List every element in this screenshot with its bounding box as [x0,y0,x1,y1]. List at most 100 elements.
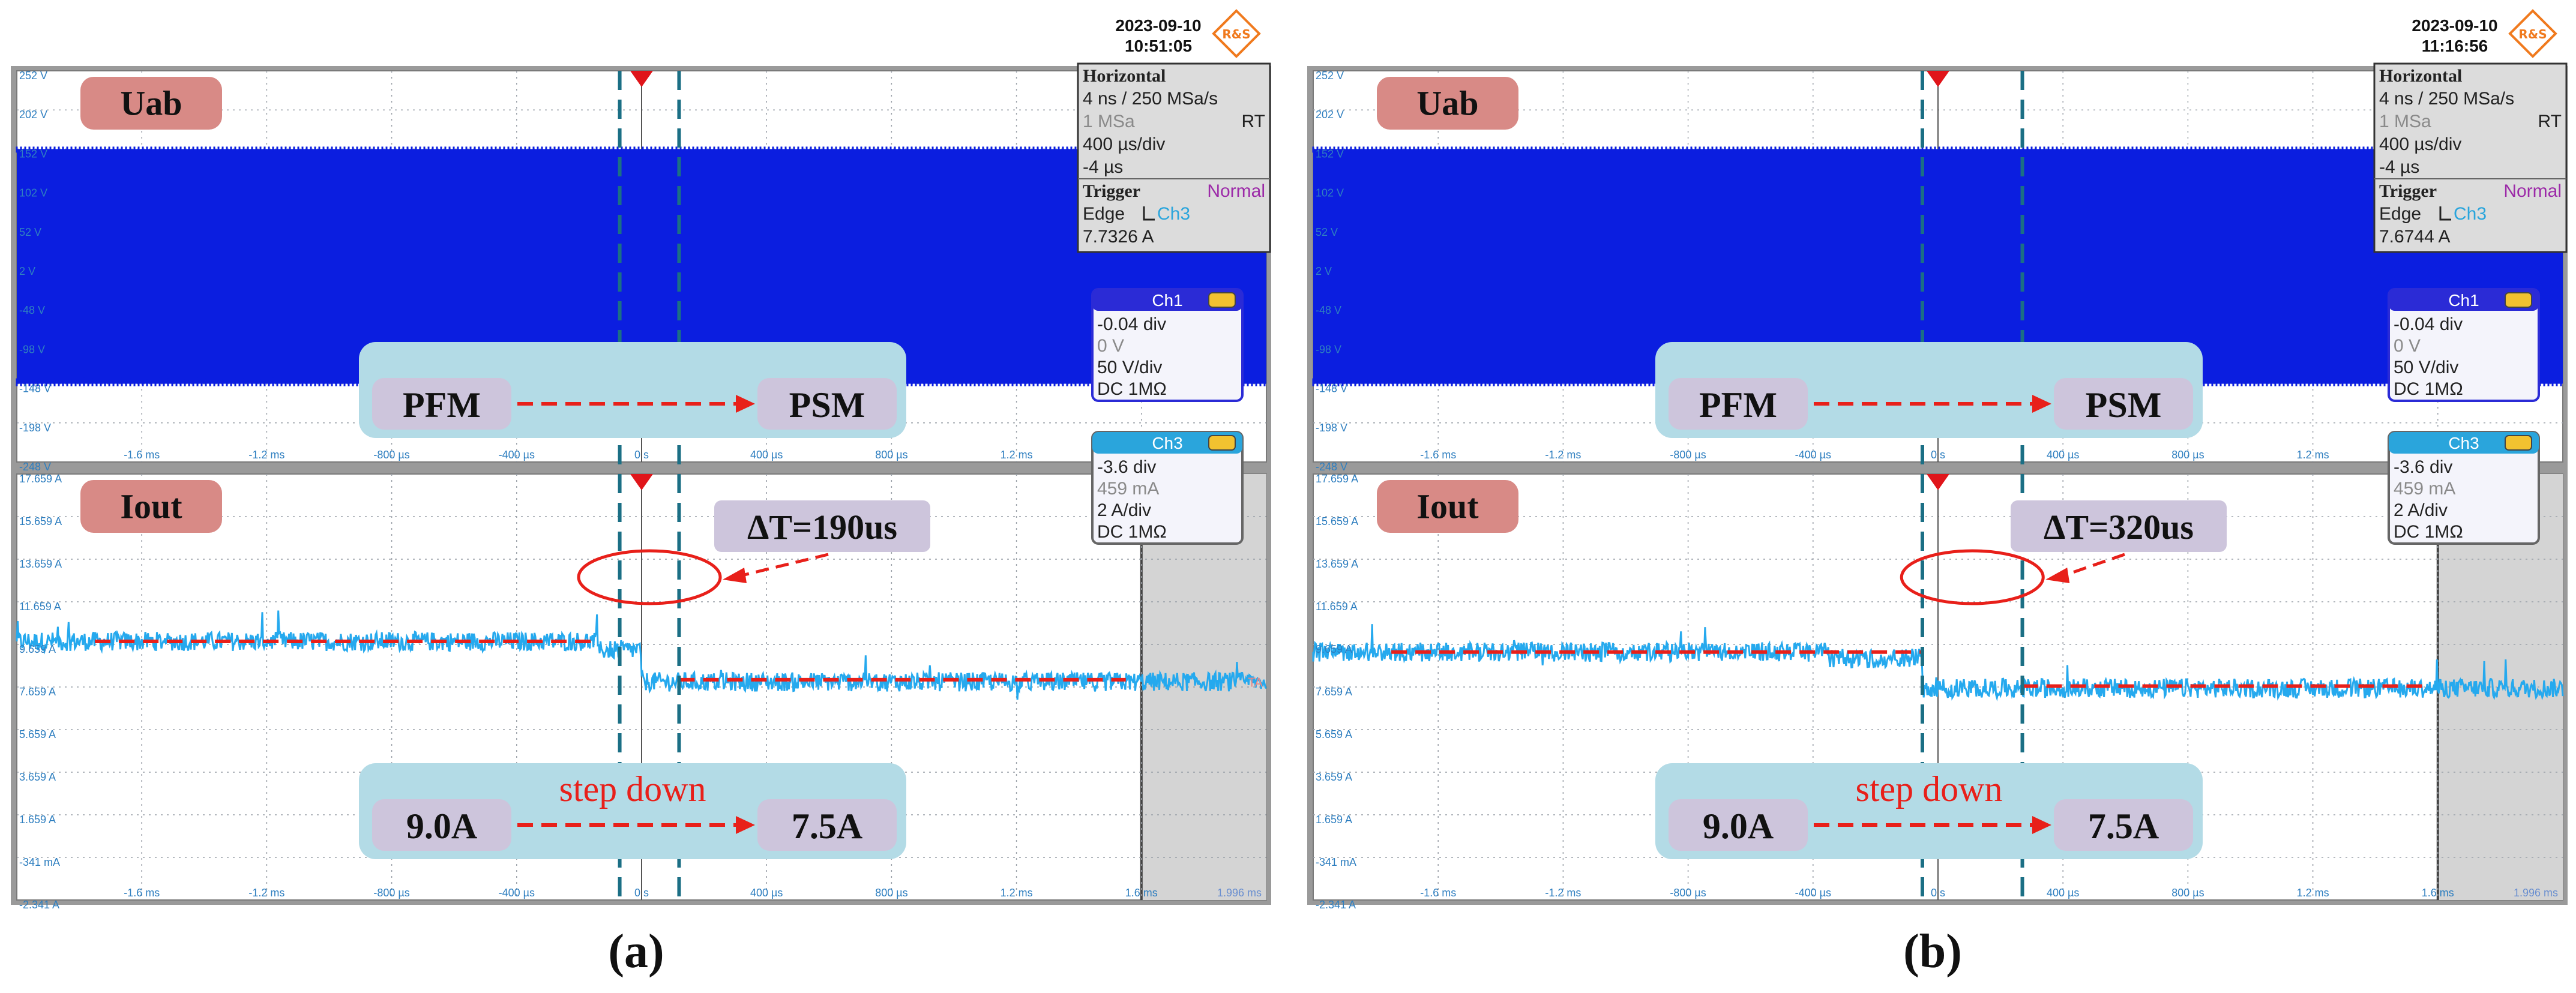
y-tick-label-top: 152 V [1316,148,1344,160]
ch1-info-title: Ch1 [2448,291,2479,310]
x-tick-label-top: -800 µs [373,449,409,461]
iout-label: Iout [1416,487,1479,526]
rs-logo-text: R&S [1222,27,1250,41]
y-tick-label-top: -148 V [1316,383,1347,395]
step-transition-arrowhead [2032,816,2051,834]
y-tick-label-bottom: 13.659 A [1316,558,1358,570]
delta-t-label: ΔT=320us [2044,508,2194,547]
step-transition-arrowhead [736,816,755,834]
x-tick-label-bottom: -1.2 ms [1545,887,1581,899]
y-tick-label-top: 152 V [19,148,47,160]
delta-t-arrowhead [723,568,747,583]
step-transition-to-box [757,799,897,851]
y-tick-label-bottom: 17.659 A [19,473,62,485]
x-tick-label-bottom: 0 s [634,887,649,899]
trigger-edge: Edge [2379,204,2421,224]
mode-transition-to: PSM [789,385,865,425]
trigger-title: Trigger [1083,181,1140,201]
y-tick-label-top: -248 V [19,461,51,473]
step-transition-to-box [2054,799,2193,851]
trigger-level: 7.6744 A [2379,227,2450,247]
horizontal-timebase: 400 µs/div [1083,134,1165,154]
y-tick-label-bottom: -2.341 A [19,899,59,911]
horizontal-position: -4 µs [2379,157,2419,177]
mode-transition-to-box [757,378,897,430]
y-tick-label-top: 52 V [19,226,41,238]
ch1-info-offset: -0.04 div [1097,314,1166,334]
x-tick-label-top: 0 s [634,449,649,461]
y-tick-label-top: 52 V [1316,226,1338,238]
x-tick-end-label: 1.996 ms [2514,887,2558,899]
x-tick-label-bottom: -1.2 ms [248,887,284,899]
mode-transition-from-box [372,378,511,430]
x-tick-label-top: 400 µs [2047,449,2079,461]
y-tick-label-top: 202 V [19,109,47,121]
delta-t-arrow [739,553,829,578]
ch1-info-badge-icon [2505,292,2532,308]
trigger-channel: Ch3 [2454,204,2487,224]
mode-transition-arrowhead [2032,395,2051,413]
ch1-info-header [2389,289,2539,311]
y-tick-label-top: -48 V [19,304,45,316]
ch3-info-scale: 2 A/div [2394,500,2448,520]
panel-caption: (b) [1903,925,1962,978]
trigger-marker-top [1927,71,1949,87]
x-tick-label-bottom: 0 s [1931,887,1945,899]
trigger-channel: Ch3 [1157,204,1190,224]
uab-label-box [1377,77,1518,130]
delta-t-ellipse [577,549,722,605]
y-tick-label-bottom: -341 mA [19,856,60,868]
scope-panel-a: 252 V 202 V 152 V 102 V 52 V 2 V -48 V -98 V -14… [0,0,1272,993]
y-tick-label-top: -48 V [1316,304,1341,316]
x-tick-label-top: -1.6 ms [1420,449,1456,461]
delta-t-arrowhead [2045,568,2070,583]
horizontal-info-box[interactable] [2373,62,2568,253]
x-tick-label-bottom: 1.2 ms [2297,887,2329,899]
y-tick-label-bottom: -341 mA [1316,856,1356,868]
horizontal-resolution: 4 ns / 250 MSa/s [2379,89,2514,109]
timestamp-time: 11:16:56 [2422,37,2488,55]
x-tick-label-bottom: -1.6 ms [124,887,160,899]
iout-label-box [80,480,222,533]
ch3-info-position: 459 mA [1097,479,1159,499]
x-tick-label-bottom: -1.6 ms [1420,887,1456,899]
trigger-title: Trigger [2379,181,2437,201]
ch3-info-offset: -3.6 div [1097,457,1156,477]
horizontal-resolution: 4 ns / 250 MSa/s [1083,89,1218,109]
delta-t-box [714,500,930,552]
y-tick-label-bottom: 9.659 A [1316,643,1352,655]
ch3-info-badge-icon [2505,435,2532,451]
y-tick-label-top: -148 V [19,383,51,395]
y-tick-label-bottom: 11.659 A [1316,601,1358,613]
rs-logo-text: R&S [2518,27,2547,41]
y-tick-label-top: -198 V [19,422,51,434]
x-tick-label-bottom: -800 µs [373,887,409,899]
delta-t-ellipse [1900,549,2045,605]
x-tick-label-top: -400 µs [1795,449,1831,461]
y-tick-label-bottom: 9.659 A [19,643,56,655]
iout-trace [16,610,1267,700]
ch3-info-position: 459 mA [2394,479,2455,499]
ch1-info-title: Ch1 [1152,291,1182,310]
uab-label: Uab [120,83,182,122]
horizontal-info-box[interactable] [1077,62,1271,253]
falling-edge-icon [2439,206,2451,221]
horizontal-title: Horizontal [2379,66,2462,86]
x-tick-label-top: 800 µs [875,449,907,461]
trigger-marker-bottom [1927,474,1949,490]
x-tick-label-bottom: 400 µs [750,887,783,899]
ch3-info-title: Ch3 [2448,434,2479,452]
y-tick-label-top: 2 V [19,265,35,277]
y-tick-label-bottom: 15.659 A [19,515,62,527]
x-tick-label-bottom: 400 µs [2047,887,2079,899]
x-tick-label-top: 0 s [1931,449,1945,461]
trigger-mode: Normal [2503,181,2562,201]
iout-label-box [1377,480,1518,533]
y-tick-label-top: 202 V [1316,109,1344,121]
step-title: step down [559,769,706,809]
rs-logo-icon [2508,9,2557,58]
trigger-level: 7.7326 A [1083,227,1154,247]
horizontal-record-length: 1 MSa [2379,112,2431,131]
ch1-info-scale: 50 V/div [1097,358,1162,377]
ch3-info-scale: 2 A/div [1097,500,1151,520]
